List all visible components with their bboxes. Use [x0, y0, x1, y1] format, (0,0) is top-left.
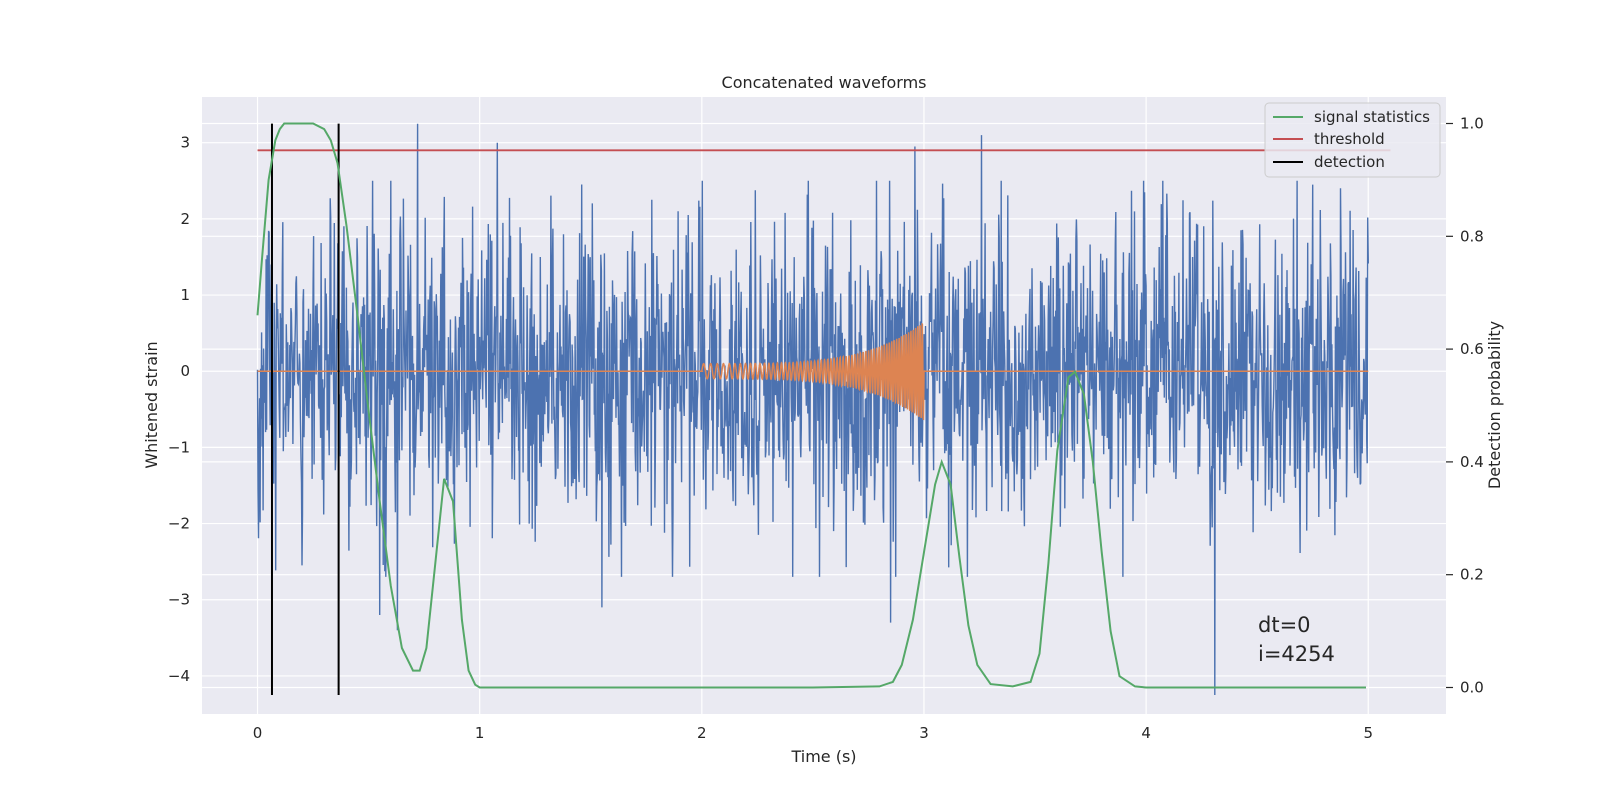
y-tick-label: 1 [180, 286, 190, 304]
y-tick-label: −3 [168, 591, 190, 609]
legend-label-threshold: threshold [1314, 130, 1385, 148]
y-right-tick-label: 0.0 [1460, 678, 1484, 696]
y-axis-right-ticks: 0.0 0.2 0.4 0.6 0.8 1.0 [1446, 115, 1484, 696]
signal-statistics-line [256, 122, 1366, 689]
legend-label-detection: detection [1314, 153, 1385, 171]
x-axis-label: Time (s) [790, 747, 856, 766]
x-tick-label: 5 [1363, 724, 1373, 742]
strain-series-line [256, 123, 1369, 696]
y-right-tick-label: 1.0 [1460, 115, 1484, 133]
x-tick-label: 0 [253, 724, 263, 742]
y-tick-label: −2 [168, 515, 190, 533]
y-tick-label: −1 [168, 438, 190, 456]
y-right-tick-label: 0.8 [1460, 227, 1484, 245]
y-right-tick-label: 0.6 [1460, 340, 1484, 358]
annotation-dt: dt=0 [1258, 613, 1311, 637]
legend-box [1264, 102, 1441, 178]
x-axis-ticks: 0 1 2 3 4 5 [253, 724, 1373, 742]
y-axis-ticks: −4 −3 −2 −1 0 1 2 3 [168, 134, 190, 685]
waveform-series-line [257, 322, 1369, 421]
y-axis-label: Whitened strain [142, 341, 161, 468]
y-tick-label: 2 [180, 210, 190, 228]
chart-title: Concatenated waveforms [722, 73, 927, 92]
annotation-i: i=4254 [1258, 642, 1335, 666]
y-tick-label: 0 [180, 362, 190, 380]
y-axis-right-label: Detection probability [1485, 321, 1504, 489]
legend-label-signal-statistics: signal statistics [1314, 108, 1430, 126]
y-tick-label: −4 [168, 667, 190, 685]
x-tick-label: 2 [697, 724, 707, 742]
legend: signal statistics threshold detection [1264, 102, 1441, 178]
x-tick-label: 4 [1141, 724, 1151, 742]
y-right-tick-label: 0.4 [1460, 453, 1484, 471]
y-tick-label: 3 [180, 134, 190, 152]
x-tick-label: 3 [919, 724, 929, 742]
y-right-tick-label: 0.2 [1460, 566, 1484, 584]
x-tick-label: 1 [475, 724, 485, 742]
